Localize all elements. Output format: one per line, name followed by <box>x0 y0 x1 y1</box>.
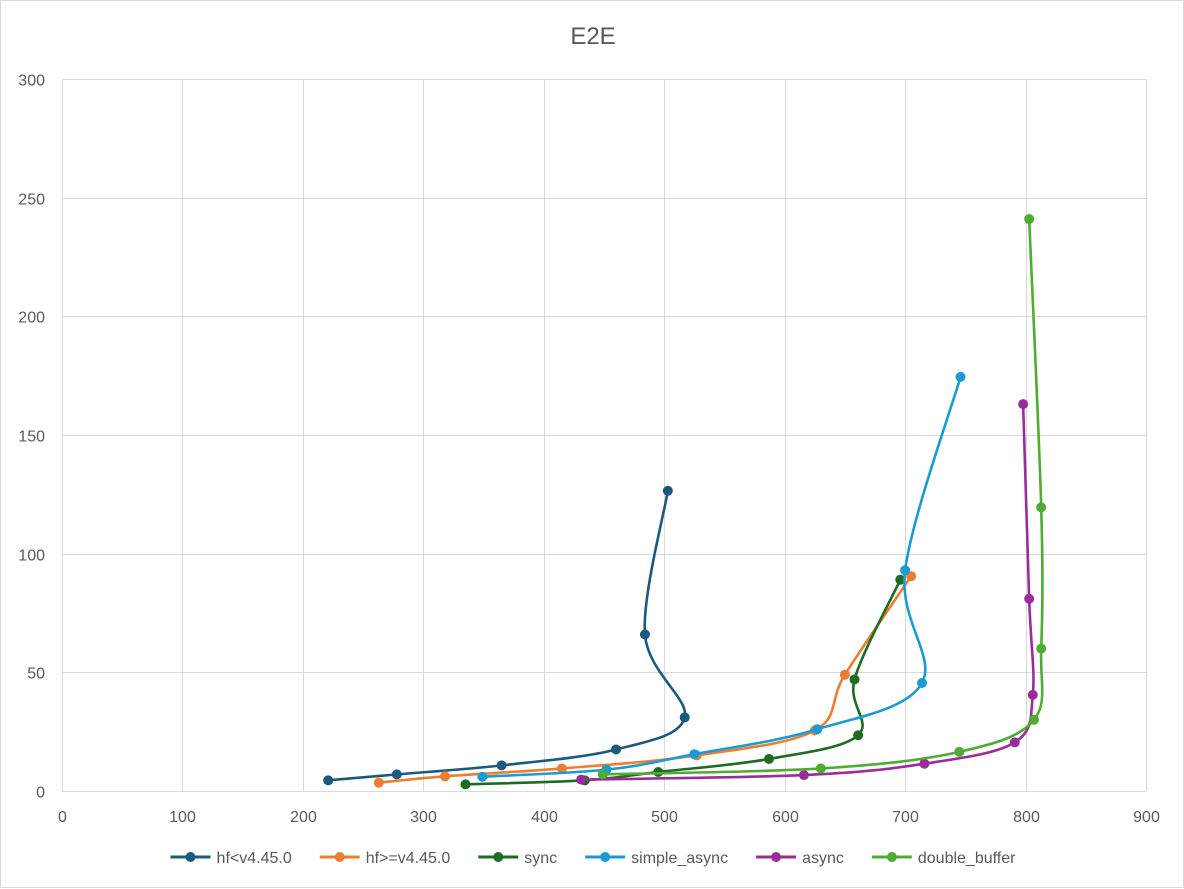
y-tick-label: 0 <box>36 785 45 802</box>
data-point <box>496 760 507 771</box>
series-lines <box>323 214 1047 790</box>
x-tick-label: 300 <box>410 809 437 826</box>
axis-tick-labels: 0 50 100 150 200 250 300 0 100 200 300 400 500 600 700… <box>18 73 1160 827</box>
x-tick-label: 600 <box>772 809 799 826</box>
data-point <box>477 771 488 782</box>
data-point <box>764 753 775 764</box>
data-point <box>679 712 690 723</box>
series-line <box>481 375 962 779</box>
data-point <box>955 371 966 382</box>
data-point <box>556 763 567 774</box>
data-point <box>895 574 906 585</box>
series-0 <box>323 485 690 786</box>
data-point <box>916 678 927 689</box>
data-point <box>798 770 809 781</box>
legend-swatch-marker <box>334 852 345 862</box>
data-point <box>662 485 673 496</box>
legend-swatch-marker <box>886 852 897 862</box>
data-point <box>597 769 608 780</box>
data-point <box>611 744 622 755</box>
data-point <box>1036 502 1047 513</box>
data-point <box>576 774 587 785</box>
data-point <box>815 763 826 774</box>
data-point <box>812 724 823 735</box>
data-point <box>460 779 471 790</box>
data-point <box>1036 643 1047 654</box>
data-point <box>1018 399 1029 410</box>
data-point <box>440 771 451 782</box>
legend-swatch-marker <box>600 852 611 862</box>
legend-swatch-marker <box>771 852 782 862</box>
legend-item: sync <box>478 850 557 867</box>
x-tick-label: 0 <box>58 809 67 826</box>
data-point <box>919 758 930 769</box>
legend-item: hf<v4.45.0 <box>170 850 292 867</box>
data-point <box>954 746 965 757</box>
y-tick-label: 150 <box>18 429 45 446</box>
y-tick-label: 300 <box>18 73 45 90</box>
data-point <box>689 749 700 760</box>
legend-label: sync <box>524 850 557 867</box>
legend-swatch-marker <box>185 852 196 862</box>
data-point <box>849 674 860 685</box>
data-point <box>323 775 334 786</box>
x-tick-label: 700 <box>892 809 919 826</box>
legend-label: hf>=v4.45.0 <box>366 850 451 867</box>
x-tick-label: 800 <box>1013 809 1040 826</box>
x-tick-label: 900 <box>1133 809 1160 826</box>
legend-swatch-marker <box>493 852 504 862</box>
legend-label: double_buffer <box>918 850 1016 867</box>
data-point <box>391 769 402 780</box>
legend: hf<v4.45.0 hf>=v4.45.0 sync simple_async asy… <box>170 850 1016 867</box>
series-line <box>464 578 902 786</box>
series-4 <box>576 399 1038 785</box>
data-point <box>1024 214 1035 225</box>
data-point <box>1027 689 1038 700</box>
chart-title: E2E <box>570 23 615 50</box>
x-tick-label: 400 <box>531 809 558 826</box>
x-tick-label: 500 <box>651 809 678 826</box>
series-3 <box>477 371 966 782</box>
data-point <box>639 629 650 640</box>
legend-item: hf>=v4.45.0 <box>319 850 451 867</box>
data-point <box>1024 593 1035 604</box>
legend-label: hf<v4.45.0 <box>217 850 292 867</box>
y-tick-label: 50 <box>27 666 45 683</box>
legend-item: double_buffer <box>871 850 1016 867</box>
series-line <box>601 217 1044 776</box>
data-point <box>853 730 864 741</box>
legend-item: async <box>756 850 844 867</box>
legend-item: simple_async <box>585 850 728 867</box>
legend-label: simple_async <box>631 850 728 867</box>
gridlines <box>62 79 1147 792</box>
data-point <box>900 565 911 576</box>
data-point <box>373 777 384 788</box>
y-tick-label: 100 <box>18 548 45 565</box>
series-line <box>326 489 687 782</box>
y-tick-label: 200 <box>18 310 45 327</box>
data-point <box>1028 714 1039 725</box>
series-5 <box>597 214 1047 780</box>
x-tick-label: 100 <box>169 809 196 826</box>
legend-label: async <box>802 850 844 867</box>
data-point <box>1009 737 1020 748</box>
series-1 <box>373 571 917 788</box>
y-tick-label: 250 <box>18 192 45 209</box>
x-tick-label: 200 <box>290 809 317 826</box>
series-line <box>579 402 1035 781</box>
data-point <box>839 669 850 680</box>
